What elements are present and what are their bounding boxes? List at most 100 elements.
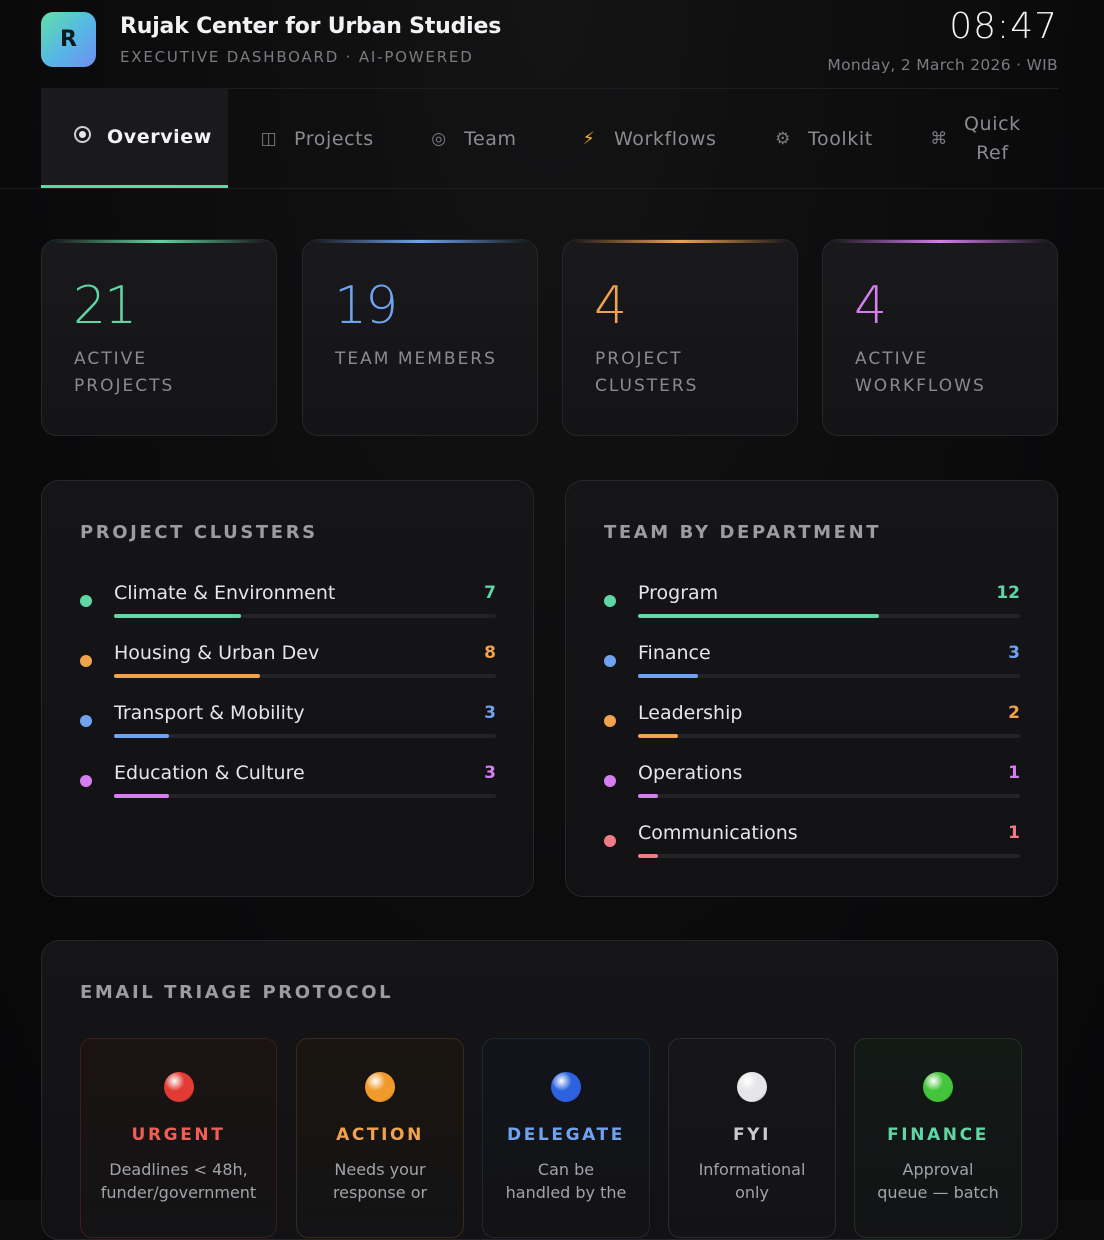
department-count: 1 [1008,823,1020,843]
progress-track [638,854,1020,858]
department-name: Leadership [638,702,743,724]
department-row[interactable]: Leadership 2 [604,702,1020,742]
cluster-row[interactable]: Climate & Environment 7 [80,582,496,622]
triage-category-name: FINANCE [887,1125,989,1145]
tab-label: Toolkit [808,127,873,150]
tab-quick-ref[interactable]: ⌘ Quick Ref [930,89,1021,188]
email-triage-panel: EMAIL TRIAGE PROTOCOL URGENT Deadlines < … [41,940,1058,1240]
department-row[interactable]: Operations 1 [604,762,1020,802]
triage-category-description: Informational only [698,1160,806,1202]
tab-label: Team [464,127,517,150]
lightning-icon: ⚡ [582,128,596,149]
progress-fill [638,854,659,858]
dashboard-subtitle: EXECUTIVE DASHBOARD · AI-POWERED [120,48,474,66]
stat-card-active-projects: 21 ACTIVE PROJECTS [41,239,277,436]
tab-projects[interactable]: ◫ Projects [260,89,374,188]
radio-icon [73,126,91,148]
org-name: Rujak Center for Urban Studies [120,14,502,39]
department-name: Communications [638,822,798,844]
stat-value: 4 [594,276,627,336]
tab-workflows[interactable]: ⚡ Workflows [580,89,717,188]
gear-icon: ⚙ [775,128,791,149]
progress-track [638,734,1020,738]
circle-target-icon: ◎ [431,128,447,149]
triage-category-name: URGENT [131,1125,226,1145]
stat-value: 21 [73,276,137,336]
app-header: R Rujak Center for Urban Studies EXECUTI… [41,6,1058,89]
progress-track [114,794,496,798]
tab-team[interactable]: ◎ Team [430,89,517,188]
stat-label: ACTIVE WORKFLOWS [855,349,986,396]
cluster-count: 7 [484,583,496,603]
tab-label: Quick Ref [964,112,1021,164]
department-row[interactable]: Program 12 [604,582,1020,622]
progress-fill [114,734,169,738]
org-logo[interactable]: R [41,12,96,67]
progress-track [638,614,1020,618]
department-count: 3 [1008,643,1020,663]
department-row[interactable]: Communications 1 [604,822,1020,862]
color-dot-icon [604,835,616,847]
cluster-name: Transport & Mobility [114,702,305,724]
department-name: Program [638,582,719,604]
cluster-name: Housing & Urban Dev [114,642,320,664]
tab-toolkit[interactable]: ⚙ Toolkit [774,89,873,188]
progress-fill [638,734,679,738]
progress-fill [114,794,169,798]
progress-track [114,614,496,618]
columns-icon: ◫ [260,128,278,149]
color-dot-icon [604,775,616,787]
progress-track [638,674,1020,678]
tab-label: Workflows [614,127,717,150]
team-by-department-panel: TEAM BY DEPARTMENT Program 12 Finance 3 Lead… [565,480,1058,897]
tab-label: Overview [107,126,212,148]
department-count: 12 [996,583,1020,603]
triage-card-delegate[interactable]: DELEGATE Can be handled by the [482,1038,650,1238]
triage-category-description: Needs your response or [332,1160,428,1202]
progress-fill [114,614,242,618]
stat-card-project-clusters: 4 PROJECT CLUSTERS [562,239,798,436]
triage-category-description: Approval queue — batch [877,1160,999,1202]
department-row[interactable]: Finance 3 [604,642,1020,682]
progress-track [114,674,496,678]
stat-label: TEAM MEMBERS [335,349,497,369]
progress-fill [638,794,659,798]
cluster-row[interactable]: Housing & Urban Dev 8 [80,642,496,682]
triage-card-urgent[interactable]: URGENT Deadlines < 48h, funder/government [80,1038,277,1238]
triage-category-name: FYI [732,1125,772,1145]
stat-card-active-workflows: 4 ACTIVE WORKFLOWS [822,239,1058,436]
department-count: 2 [1008,703,1020,723]
logo-letter: R [60,27,77,52]
project-clusters-panel: PROJECT CLUSTERS Climate & Environment 7 H… [41,480,534,897]
main-nav: Overview ◫ Projects ◎ Team ⚡ Workflows ⚙… [0,89,1104,189]
status-orb-icon [365,1072,395,1102]
color-dot-icon [80,595,92,607]
color-dot-icon [80,775,92,787]
status-orb-icon [923,1072,953,1102]
color-dot-icon [604,655,616,667]
triage-card-finance[interactable]: FINANCE Approval queue — batch [854,1038,1022,1238]
progress-fill [638,614,880,618]
color-dot-icon [604,595,616,607]
cluster-count: 3 [484,763,496,783]
department-count: 1 [1008,763,1020,783]
triage-category-name: DELEGATE [507,1125,625,1145]
cluster-row[interactable]: Transport & Mobility 3 [80,702,496,742]
color-dot-icon [604,715,616,727]
stat-card-team-members: 19 TEAM MEMBERS [302,239,538,436]
triage-card-fyi[interactable]: FYI Informational only [668,1038,836,1238]
progress-track [638,794,1020,798]
cluster-name: Education & Culture [114,762,305,784]
department-name: Operations [638,762,743,784]
status-orb-icon [551,1072,581,1102]
panel-title: EMAIL TRIAGE PROTOCOL [80,982,394,1003]
cluster-name: Climate & Environment [114,582,336,604]
tab-overview[interactable]: Overview [41,89,228,188]
cluster-row[interactable]: Education & Culture 3 [80,762,496,802]
panel-title: TEAM BY DEPARTMENT [604,522,882,543]
triage-card-action[interactable]: ACTION Needs your response or [296,1038,464,1238]
stat-value: 4 [854,276,887,336]
triage-category-name: ACTION [336,1125,424,1145]
panel-title: PROJECT CLUSTERS [80,522,318,543]
cluster-count: 3 [484,703,496,723]
